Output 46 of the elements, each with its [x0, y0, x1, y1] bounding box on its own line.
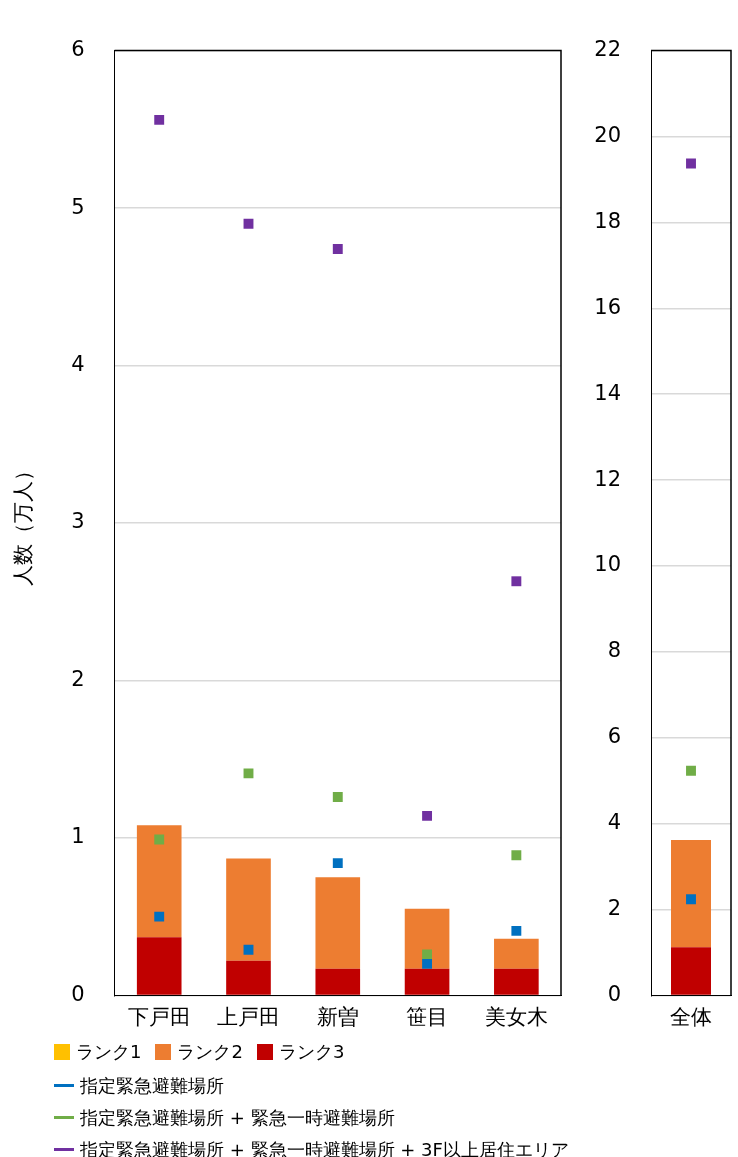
legend-label: ランク2	[177, 1040, 243, 1064]
point	[511, 576, 522, 587]
y-tick-label: 12	[594, 466, 621, 491]
point	[154, 114, 165, 125]
y-tick-label: 5	[71, 194, 85, 219]
x-tick-label: 新曽	[316, 1005, 359, 1030]
y-tick-label: 14	[594, 380, 621, 405]
x-tick-label: 笹目	[406, 1005, 449, 1030]
y-tick-label: 0	[71, 981, 85, 1006]
y-axis-title: 人数（万人）	[11, 460, 36, 586]
y-tick-label: 16	[594, 294, 621, 319]
y-tick-label: 0	[607, 981, 621, 1006]
x-tick-label: 美女木	[484, 1005, 548, 1030]
point	[511, 925, 522, 936]
y-tick-label: 20	[594, 122, 621, 147]
y-tick-label: 18	[594, 208, 621, 233]
point	[511, 850, 522, 861]
point	[154, 834, 165, 845]
y-tick-label: 2	[71, 666, 85, 691]
legend-label: 指定緊急避難場所 + 緊急一時避難場所	[80, 1105, 395, 1130]
point	[243, 218, 254, 229]
x-tick-label: 上戸田	[216, 1005, 280, 1030]
y-tick-label: 1	[71, 824, 85, 849]
legend-label: ランク1	[76, 1040, 142, 1064]
point	[332, 858, 343, 869]
point	[422, 949, 433, 960]
y-tick-label: 4	[607, 810, 621, 835]
x-tick-label: 全体	[670, 1005, 712, 1030]
y-tick-label: 22	[594, 37, 621, 62]
point	[243, 768, 254, 779]
point	[422, 958, 433, 969]
x-tick-label: 下戸田	[127, 1005, 191, 1030]
point	[332, 244, 343, 254]
y-tick-label: 3	[71, 509, 85, 534]
point	[154, 911, 165, 922]
point	[332, 792, 343, 802]
y-tick-label: 6	[607, 724, 621, 749]
legend-label: 指定緊急避難場所	[80, 1073, 224, 1098]
point	[422, 810, 433, 821]
y-tick-label: 10	[594, 552, 621, 577]
y-tick-label: 2	[607, 895, 621, 920]
point	[243, 944, 254, 955]
legend-label: ランク3	[278, 1040, 345, 1064]
y-tick-label: 6	[71, 37, 85, 62]
y-tick-label: 4	[71, 351, 85, 376]
y-tick-label: 8	[607, 638, 621, 663]
